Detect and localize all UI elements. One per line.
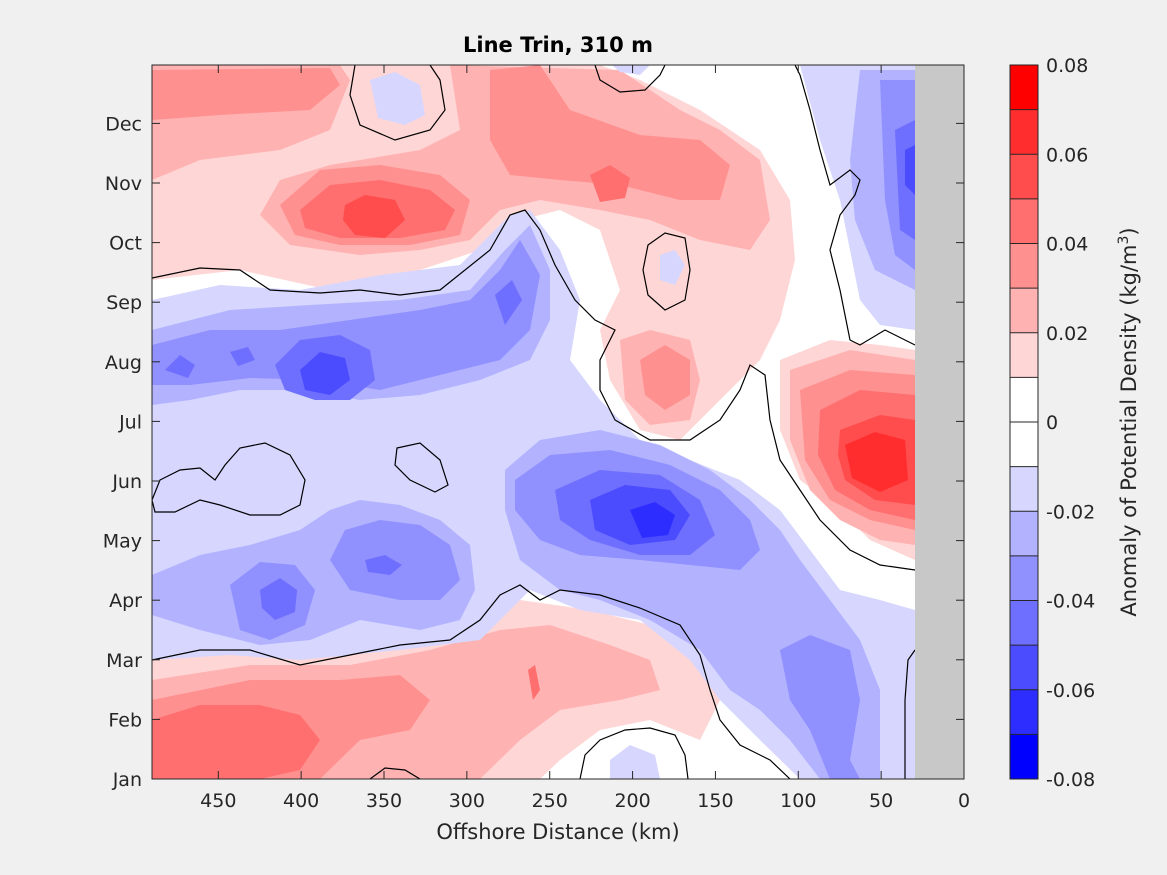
zero-contour bbox=[394, 442, 449, 493]
zero-contour bbox=[579, 727, 689, 779]
y-tick-label: Jan bbox=[112, 769, 142, 791]
contour-band-blue-deep bbox=[365, 555, 402, 575]
contour-band-blue-deep bbox=[495, 280, 522, 325]
colorbar-tick-label: -0.08 bbox=[1046, 769, 1095, 791]
contour-fill-positive bbox=[152, 65, 915, 779]
x-tick-label: 300 bbox=[449, 790, 485, 812]
zero-contour bbox=[349, 65, 446, 141]
plot-border bbox=[151, 64, 965, 780]
contour-band-blue-light bbox=[612, 65, 650, 75]
contour-band-blue-darkest bbox=[630, 502, 675, 538]
chart-title: Line Trin, 310 m bbox=[463, 33, 653, 57]
x-tick-label: 200 bbox=[614, 790, 650, 812]
colorbar-tick-label: 0.06 bbox=[1046, 144, 1088, 166]
contour-fill-negative bbox=[152, 65, 915, 779]
zero-contour bbox=[152, 209, 916, 571]
zero-contour bbox=[904, 649, 916, 779]
contour-band-blue-deep bbox=[165, 355, 195, 378]
colorbar-segment bbox=[1010, 600, 1038, 646]
contour-band-blue-light bbox=[660, 250, 685, 285]
contour-band-blue-medium bbox=[780, 635, 860, 779]
colorbar-segment bbox=[1010, 198, 1038, 244]
colorbar-segment bbox=[1010, 422, 1038, 468]
zero-contour bbox=[794, 65, 916, 346]
colorbar-label-superscript: 3 bbox=[1116, 236, 1132, 245]
contour-band-pink-medium bbox=[152, 68, 340, 120]
x-tick-label: 100 bbox=[780, 790, 816, 812]
colorbar-segment bbox=[1010, 734, 1038, 780]
x-axis-label: Offshore Distance (km) bbox=[436, 820, 679, 844]
colorbar-tick-label: -0.02 bbox=[1046, 501, 1095, 523]
colorbar-label-suffix: ) bbox=[1117, 227, 1141, 235]
contour-band-red-light bbox=[152, 705, 320, 779]
y-tick-label: Aug bbox=[105, 352, 142, 374]
colorbar-segment bbox=[1010, 511, 1038, 557]
colorbar-segment bbox=[1010, 377, 1038, 423]
contour-band-red-light bbox=[590, 165, 630, 202]
y-tick-label: Nov bbox=[105, 173, 142, 195]
colorbar: 0.08 0.06 0.04 0.02 0 -0.02 -0.04 -0.06 -0.08 bbox=[1009, 55, 1095, 791]
y-tick-label: Feb bbox=[108, 709, 142, 731]
contour-band-blue-medium bbox=[330, 520, 460, 600]
colorbar-segment bbox=[1010, 645, 1038, 691]
y-tick-label: Apr bbox=[109, 590, 142, 612]
y-tick-label: Jul bbox=[118, 411, 142, 433]
contour-band-blue-light bbox=[370, 72, 425, 125]
contour-band-red bbox=[343, 195, 405, 238]
contour-band-blue-deep bbox=[260, 578, 297, 620]
x-tick-label: 50 bbox=[869, 790, 893, 812]
colorbar-label-main: Anomaly of Potential Density (kg/m bbox=[1117, 245, 1141, 617]
contour-band-blue-dark bbox=[300, 352, 350, 395]
colorbar-segment bbox=[1010, 332, 1038, 378]
colorbar-tick-label: -0.06 bbox=[1046, 680, 1095, 702]
colorbar-tick-label: 0 bbox=[1046, 412, 1058, 434]
colorbar-segment bbox=[1010, 243, 1038, 289]
colorbar-segment bbox=[1010, 109, 1038, 155]
zero-contour bbox=[369, 767, 421, 779]
x-tick-label: 450 bbox=[200, 790, 236, 812]
y-tick-label: Oct bbox=[109, 233, 142, 255]
contour-band-pink-medium bbox=[490, 65, 730, 200]
colorbar-segment bbox=[1010, 689, 1038, 735]
x-tick-label: 350 bbox=[366, 790, 402, 812]
colorbar-tick-label: 0.08 bbox=[1046, 55, 1088, 77]
contour-band-blue-light bbox=[610, 745, 660, 779]
y-tick-label: Jun bbox=[111, 471, 142, 493]
x-tick-label: 150 bbox=[697, 790, 733, 812]
y-axis: Jan Feb Mar Apr May Jun Jul Aug Sep Oct Nov Dec bbox=[103, 113, 964, 791]
zero-contour bbox=[152, 442, 306, 516]
zero-contour-lines bbox=[152, 65, 916, 779]
contour-band-red-dark bbox=[845, 432, 908, 492]
zero-contour bbox=[594, 65, 666, 93]
colorbar-label: Anomaly of Potential Density (kg/m3) bbox=[1116, 227, 1141, 616]
contour-band-blue-deep bbox=[230, 347, 255, 366]
x-axis: 450 400 350 300 250 200 150 100 50 0 bbox=[200, 65, 970, 812]
contour-band-red-light bbox=[528, 665, 540, 700]
zero-contour bbox=[642, 232, 691, 311]
y-tick-label: Sep bbox=[106, 292, 142, 314]
colorbar-segment bbox=[1010, 555, 1038, 601]
colorbar-border bbox=[1009, 64, 1039, 780]
no-data-region bbox=[915, 65, 964, 779]
y-tick-label: Dec bbox=[105, 113, 142, 135]
x-tick-label: 400 bbox=[283, 790, 319, 812]
colorbar-segment bbox=[1010, 466, 1038, 512]
colorbar-segment bbox=[1010, 65, 1038, 111]
zero-contour bbox=[152, 584, 791, 779]
plot-area bbox=[152, 65, 964, 779]
colorbar-segment bbox=[1010, 288, 1038, 334]
colorbar-tick-label: 0.04 bbox=[1046, 234, 1088, 256]
y-tick-label: Mar bbox=[106, 650, 142, 672]
colorbar-tick-label: -0.04 bbox=[1046, 591, 1095, 613]
colorbar-tick-label: 0.02 bbox=[1046, 323, 1088, 345]
contour-band-pink-medium bbox=[640, 345, 690, 410]
colorbar-segment bbox=[1010, 154, 1038, 200]
contour-band-blue-dark bbox=[905, 145, 915, 195]
y-tick-label: May bbox=[103, 531, 142, 553]
x-tick-label: 250 bbox=[532, 790, 568, 812]
x-tick-label: 0 bbox=[958, 790, 970, 812]
